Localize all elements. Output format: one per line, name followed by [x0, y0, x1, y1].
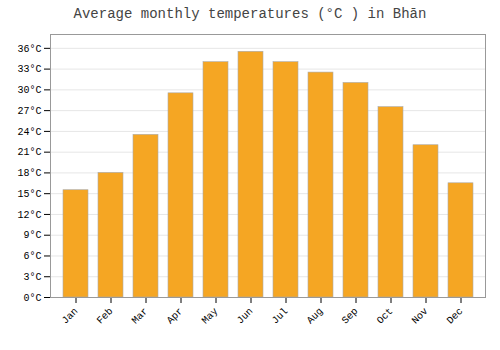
- svg-text:Apr: Apr: [165, 306, 186, 327]
- svg-text:Jun: Jun: [235, 306, 256, 327]
- svg-text:Feb: Feb: [95, 306, 116, 327]
- svg-text:21°C: 21°C: [17, 147, 41, 158]
- svg-text:3°C: 3°C: [23, 272, 41, 283]
- svg-text:30°C: 30°C: [17, 85, 41, 96]
- svg-text:Aug: Aug: [305, 306, 326, 327]
- svg-text:Mar: Mar: [130, 306, 151, 327]
- svg-text:Oct: Oct: [375, 306, 396, 327]
- svg-text:27°C: 27°C: [17, 106, 41, 117]
- html-text:Average monthly temperatures (: Average monthly temperatures (°C ) in Bh…: [73, 6, 427, 22]
- svg-text:6°C: 6°C: [23, 251, 41, 262]
- svg-text:36°C: 36°C: [17, 44, 41, 55]
- svg-text:15°C: 15°C: [17, 189, 41, 200]
- svg-text:33°C: 33°C: [17, 64, 41, 75]
- svg-text:12°C: 12°C: [17, 210, 41, 221]
- svg-text:0°C: 0°C: [23, 293, 41, 304]
- svg-text:9°C: 9°C: [23, 230, 41, 241]
- svg-text:24°C: 24°C: [17, 127, 41, 138]
- svg-text:Sep: Sep: [340, 306, 361, 327]
- svg-text:Nov: Nov: [410, 306, 431, 327]
- svg-text:18°C: 18°C: [17, 168, 41, 179]
- svg-text:May: May: [200, 306, 221, 327]
- svg-text:Jul: Jul: [270, 306, 291, 327]
- svg-text:Jan: Jan: [60, 306, 81, 327]
- svg-text:Dec: Dec: [445, 306, 466, 327]
